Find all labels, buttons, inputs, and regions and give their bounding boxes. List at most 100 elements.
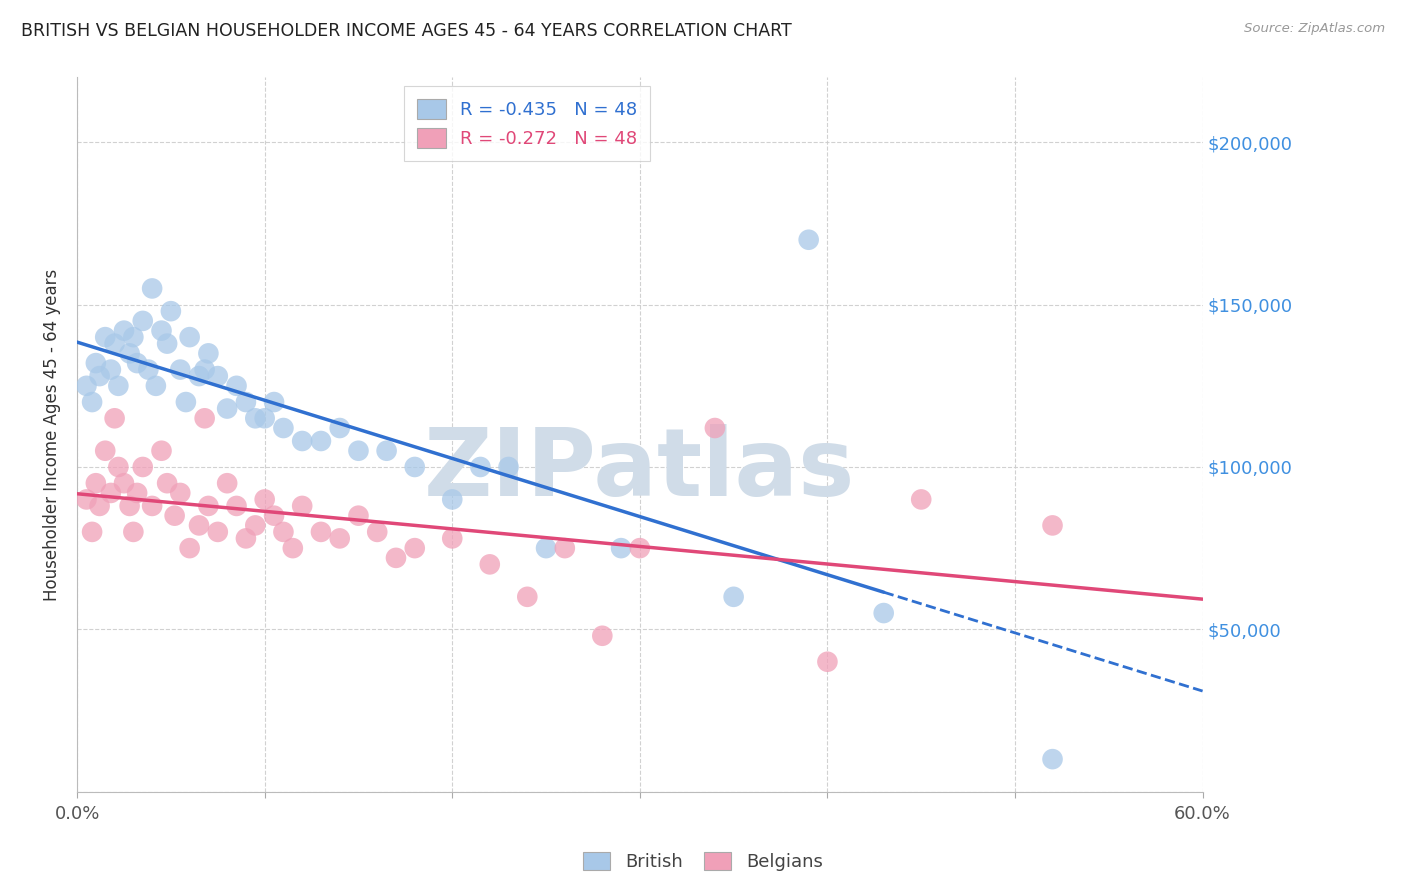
Point <box>197 499 219 513</box>
Point <box>628 541 651 555</box>
Point <box>84 356 107 370</box>
Text: BRITISH VS BELGIAN HOUSEHOLDER INCOME AGES 45 - 64 YEARS CORRELATION CHART: BRITISH VS BELGIAN HOUSEHOLDER INCOME AG… <box>21 22 792 40</box>
Point <box>84 476 107 491</box>
Y-axis label: Householder Income Ages 45 - 64 years: Householder Income Ages 45 - 64 years <box>44 268 60 600</box>
Point <box>404 460 426 475</box>
Text: ZIPatlas: ZIPatlas <box>425 425 855 516</box>
Point <box>94 443 117 458</box>
Point <box>156 476 179 491</box>
Point <box>160 304 183 318</box>
Point <box>89 369 111 384</box>
Point <box>141 281 163 295</box>
Point <box>273 421 295 435</box>
Point <box>145 379 167 393</box>
Point <box>516 590 538 604</box>
Point <box>112 476 135 491</box>
Point <box>169 486 191 500</box>
Point <box>366 524 388 539</box>
Point <box>281 541 304 555</box>
Point <box>163 508 186 523</box>
Point <box>127 356 149 370</box>
Point <box>225 499 247 513</box>
Point <box>104 411 127 425</box>
Point <box>76 492 98 507</box>
Point <box>122 524 145 539</box>
Point <box>94 330 117 344</box>
Point <box>375 443 398 458</box>
Point <box>309 434 332 448</box>
Point <box>441 532 464 546</box>
Point <box>291 434 314 448</box>
Point <box>273 524 295 539</box>
Point <box>169 362 191 376</box>
Point <box>723 590 745 604</box>
Point <box>188 518 211 533</box>
Point <box>132 314 155 328</box>
Point <box>150 443 173 458</box>
Point <box>873 606 896 620</box>
Point <box>470 460 492 475</box>
Point <box>385 550 408 565</box>
Point <box>498 460 520 475</box>
Point <box>112 324 135 338</box>
Point <box>441 492 464 507</box>
Point <box>329 421 352 435</box>
Point <box>207 369 229 384</box>
Point <box>138 362 160 376</box>
Point <box>245 411 267 425</box>
Point <box>194 411 217 425</box>
Point <box>188 369 211 384</box>
Point <box>245 518 267 533</box>
Legend: British, Belgians: British, Belgians <box>576 845 830 879</box>
Point <box>347 443 370 458</box>
Point <box>534 541 557 555</box>
Point <box>404 541 426 555</box>
Point <box>263 395 285 409</box>
Point <box>76 379 98 393</box>
Point <box>815 655 838 669</box>
Point <box>179 330 201 344</box>
Point <box>132 460 155 475</box>
Point <box>104 336 127 351</box>
Point <box>207 524 229 539</box>
Point <box>235 532 257 546</box>
Point <box>156 336 179 351</box>
Point <box>141 499 163 513</box>
Point <box>703 421 725 435</box>
Point <box>478 558 501 572</box>
Point <box>118 346 141 360</box>
Point <box>194 362 217 376</box>
Point <box>797 233 820 247</box>
Point <box>910 492 932 507</box>
Point <box>82 395 104 409</box>
Point <box>100 362 122 376</box>
Legend: R = -0.435   N = 48, R = -0.272   N = 48: R = -0.435 N = 48, R = -0.272 N = 48 <box>405 87 650 161</box>
Point <box>217 476 239 491</box>
Point <box>107 379 129 393</box>
Point <box>197 346 219 360</box>
Text: Source: ZipAtlas.com: Source: ZipAtlas.com <box>1244 22 1385 36</box>
Point <box>217 401 239 416</box>
Point <box>100 486 122 500</box>
Point <box>329 532 352 546</box>
Point <box>179 541 201 555</box>
Point <box>347 508 370 523</box>
Point <box>235 395 257 409</box>
Point <box>174 395 197 409</box>
Point <box>122 330 145 344</box>
Point <box>118 499 141 513</box>
Point <box>253 492 276 507</box>
Point <box>82 524 104 539</box>
Point <box>150 324 173 338</box>
Point <box>253 411 276 425</box>
Point <box>291 499 314 513</box>
Point <box>610 541 633 555</box>
Point <box>127 486 149 500</box>
Point <box>554 541 576 555</box>
Point <box>1042 518 1064 533</box>
Point <box>263 508 285 523</box>
Point <box>107 460 129 475</box>
Point <box>309 524 332 539</box>
Point <box>591 629 613 643</box>
Point <box>1042 752 1064 766</box>
